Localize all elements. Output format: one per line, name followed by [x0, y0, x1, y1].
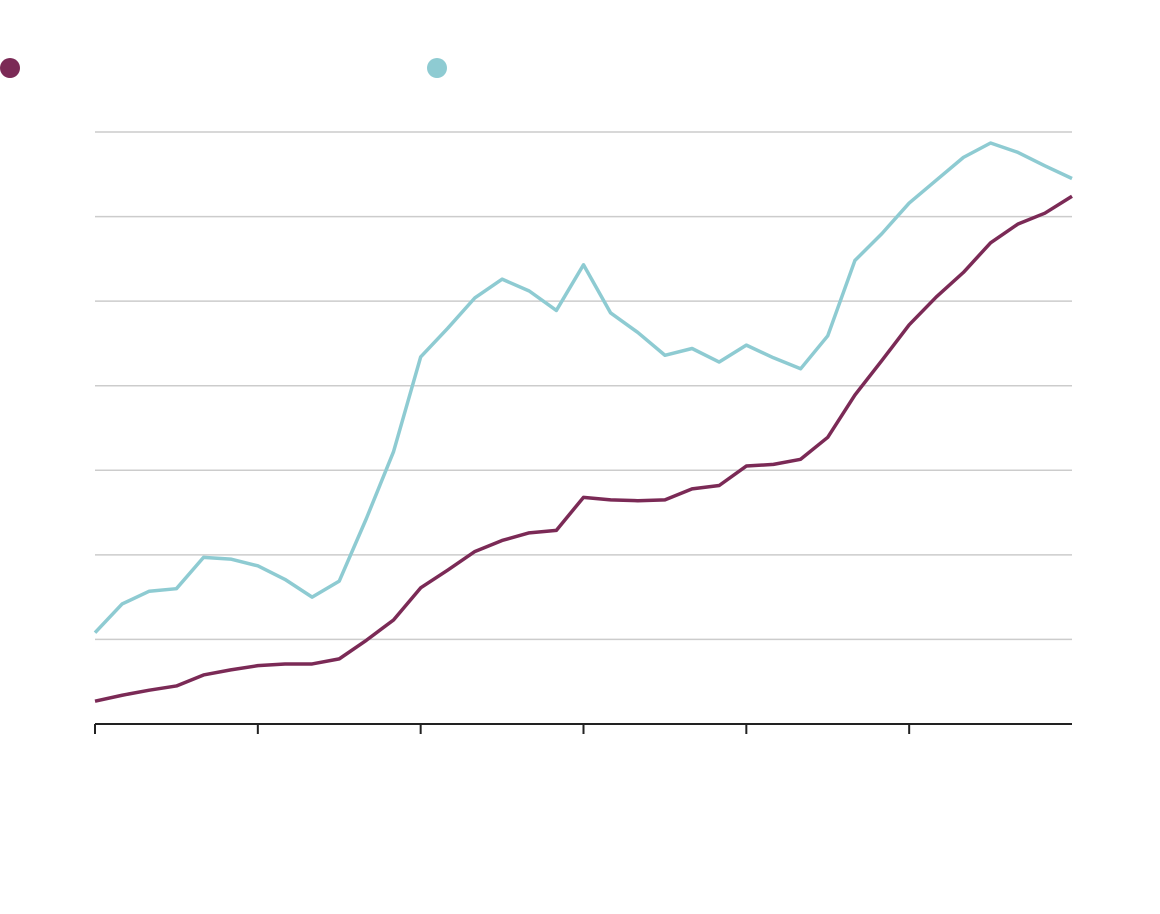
legend-marker [427, 58, 447, 78]
series-line [94, 194, 1073, 703]
series-line [93, 141, 1073, 634]
legend-marker [0, 58, 20, 78]
